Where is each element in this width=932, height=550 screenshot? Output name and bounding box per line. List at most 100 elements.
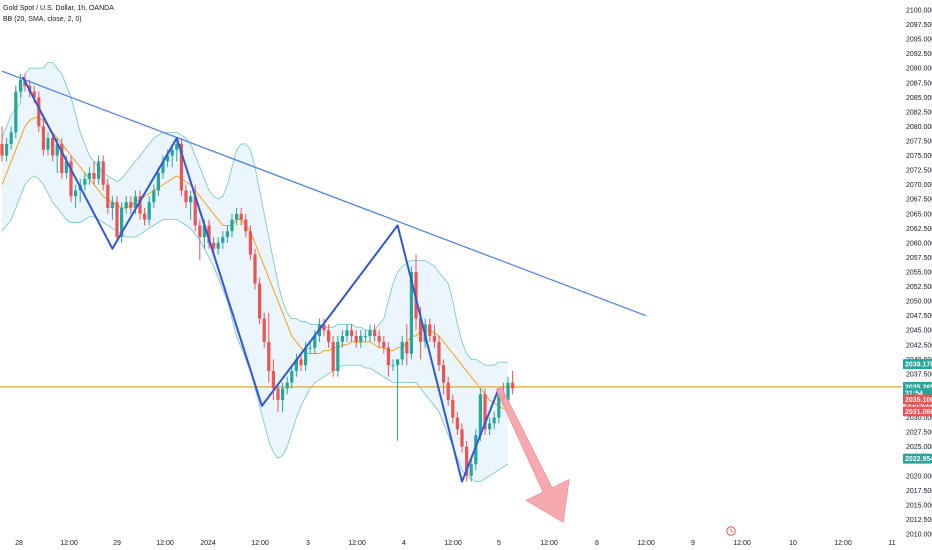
candle-body xyxy=(488,423,492,430)
candle-body xyxy=(400,341,404,360)
candle xyxy=(469,458,473,482)
candle xyxy=(235,207,239,226)
candle-body xyxy=(115,202,119,238)
y-tick-label: 2017.500 xyxy=(906,488,932,495)
candle-body xyxy=(69,161,73,197)
candle-body xyxy=(253,254,257,284)
candle xyxy=(267,312,271,383)
candle xyxy=(69,155,73,203)
candle xyxy=(156,167,160,197)
candle-body xyxy=(110,202,114,208)
candle-body xyxy=(9,132,13,144)
candle-body xyxy=(285,382,289,389)
candle-body xyxy=(101,161,105,185)
candle xyxy=(138,190,142,220)
y-tick-label: 2027.500 xyxy=(906,430,932,437)
candle-body xyxy=(161,161,165,174)
candle xyxy=(405,324,409,366)
candle xyxy=(189,190,193,220)
candle xyxy=(262,312,266,348)
candle xyxy=(451,394,455,424)
candle-body xyxy=(290,370,294,383)
clock-circle xyxy=(726,526,736,536)
candle xyxy=(276,382,280,412)
candle-body xyxy=(133,196,137,208)
candle-body xyxy=(216,242,220,249)
candle-body xyxy=(409,272,413,354)
candle xyxy=(488,417,492,436)
candle-body xyxy=(359,336,363,342)
candle-body xyxy=(129,202,133,208)
candle xyxy=(368,324,372,342)
x-tick-label: 29 xyxy=(113,540,121,547)
candle-body xyxy=(32,91,36,98)
descending-trendline xyxy=(1,70,647,317)
candle-body xyxy=(143,213,147,220)
candle xyxy=(198,219,202,261)
candle xyxy=(474,429,478,470)
price-badge-bg xyxy=(903,359,932,370)
candle xyxy=(299,353,303,371)
candle xyxy=(193,184,197,232)
candle xyxy=(115,196,119,243)
price-badge-label: 2035.100 xyxy=(905,397,932,404)
y-tick-label: 2052.500 xyxy=(906,284,932,291)
price-axis[interactable]: 2100.000 2097.500 2095.000 2092.500 2090.000… xyxy=(902,0,932,550)
y-tick-label: 2030.000 xyxy=(906,415,932,422)
x-tick-label: 12:00 xyxy=(637,540,655,547)
time-axis[interactable]: 28 12:00 29 12:00 2024 12:00 3 12:00 4 12:00 5 12:0… xyxy=(15,526,896,547)
y-tick-label: 2015.000 xyxy=(906,502,932,509)
candle-body xyxy=(483,394,487,430)
y-tick-label: 2045.000 xyxy=(906,328,932,335)
price-badge: 2035.100 xyxy=(903,394,932,405)
candle xyxy=(207,219,211,249)
x-tick-label: 9 xyxy=(691,540,695,547)
y-tick-label: 2047.500 xyxy=(906,313,932,320)
candle xyxy=(0,126,4,162)
candle-body xyxy=(124,202,128,208)
candle-body xyxy=(511,382,515,389)
y-tick-label: 2072.500 xyxy=(906,168,932,175)
x-tick-label: 12:00 xyxy=(834,540,852,547)
candle-body xyxy=(469,464,473,476)
candle xyxy=(5,138,9,162)
x-tick-label: 12:00 xyxy=(60,540,78,547)
candle-body xyxy=(83,178,87,185)
zigzag-pattern-line xyxy=(21,76,500,483)
y-tick-label: 2042.500 xyxy=(906,342,932,349)
y-tick-label: 2100.000 xyxy=(906,8,932,15)
price-badge-label: 2039.178 xyxy=(905,362,932,369)
y-tick-label: 2025.000 xyxy=(906,444,932,451)
candle xyxy=(354,330,358,348)
candle xyxy=(248,225,252,261)
symbol-title[interactable]: Gold Spot / U.S. Dollar, 1h, OANDA xyxy=(3,5,114,12)
candle-body xyxy=(41,126,45,150)
y-tick-label: 2082.500 xyxy=(906,109,932,116)
y-tick-label: 2090.000 xyxy=(906,66,932,73)
candle xyxy=(161,155,165,179)
candle-body xyxy=(97,161,101,179)
candle xyxy=(396,359,400,441)
candle-body xyxy=(138,196,142,214)
candle-body xyxy=(74,190,78,197)
candle xyxy=(37,91,41,133)
candle-body xyxy=(152,190,156,203)
candle xyxy=(391,359,395,371)
candle-body xyxy=(198,225,202,238)
candle-body xyxy=(308,347,312,349)
x-tick-label: 4 xyxy=(402,540,406,547)
candle-body xyxy=(248,231,252,255)
x-tick-label: 12:00 xyxy=(348,540,366,547)
indicator-label[interactable]: BB (20, SMA, close, 2, 0) xyxy=(3,16,82,23)
candle xyxy=(41,114,45,156)
candle xyxy=(460,423,464,453)
y-tick-label: 2070.000 xyxy=(906,182,932,189)
candle xyxy=(336,336,340,377)
candle xyxy=(285,376,289,395)
x-tick-label: 12:00 xyxy=(251,540,269,547)
candle xyxy=(483,388,487,436)
candle-body xyxy=(230,219,234,232)
candle-body xyxy=(497,394,501,418)
